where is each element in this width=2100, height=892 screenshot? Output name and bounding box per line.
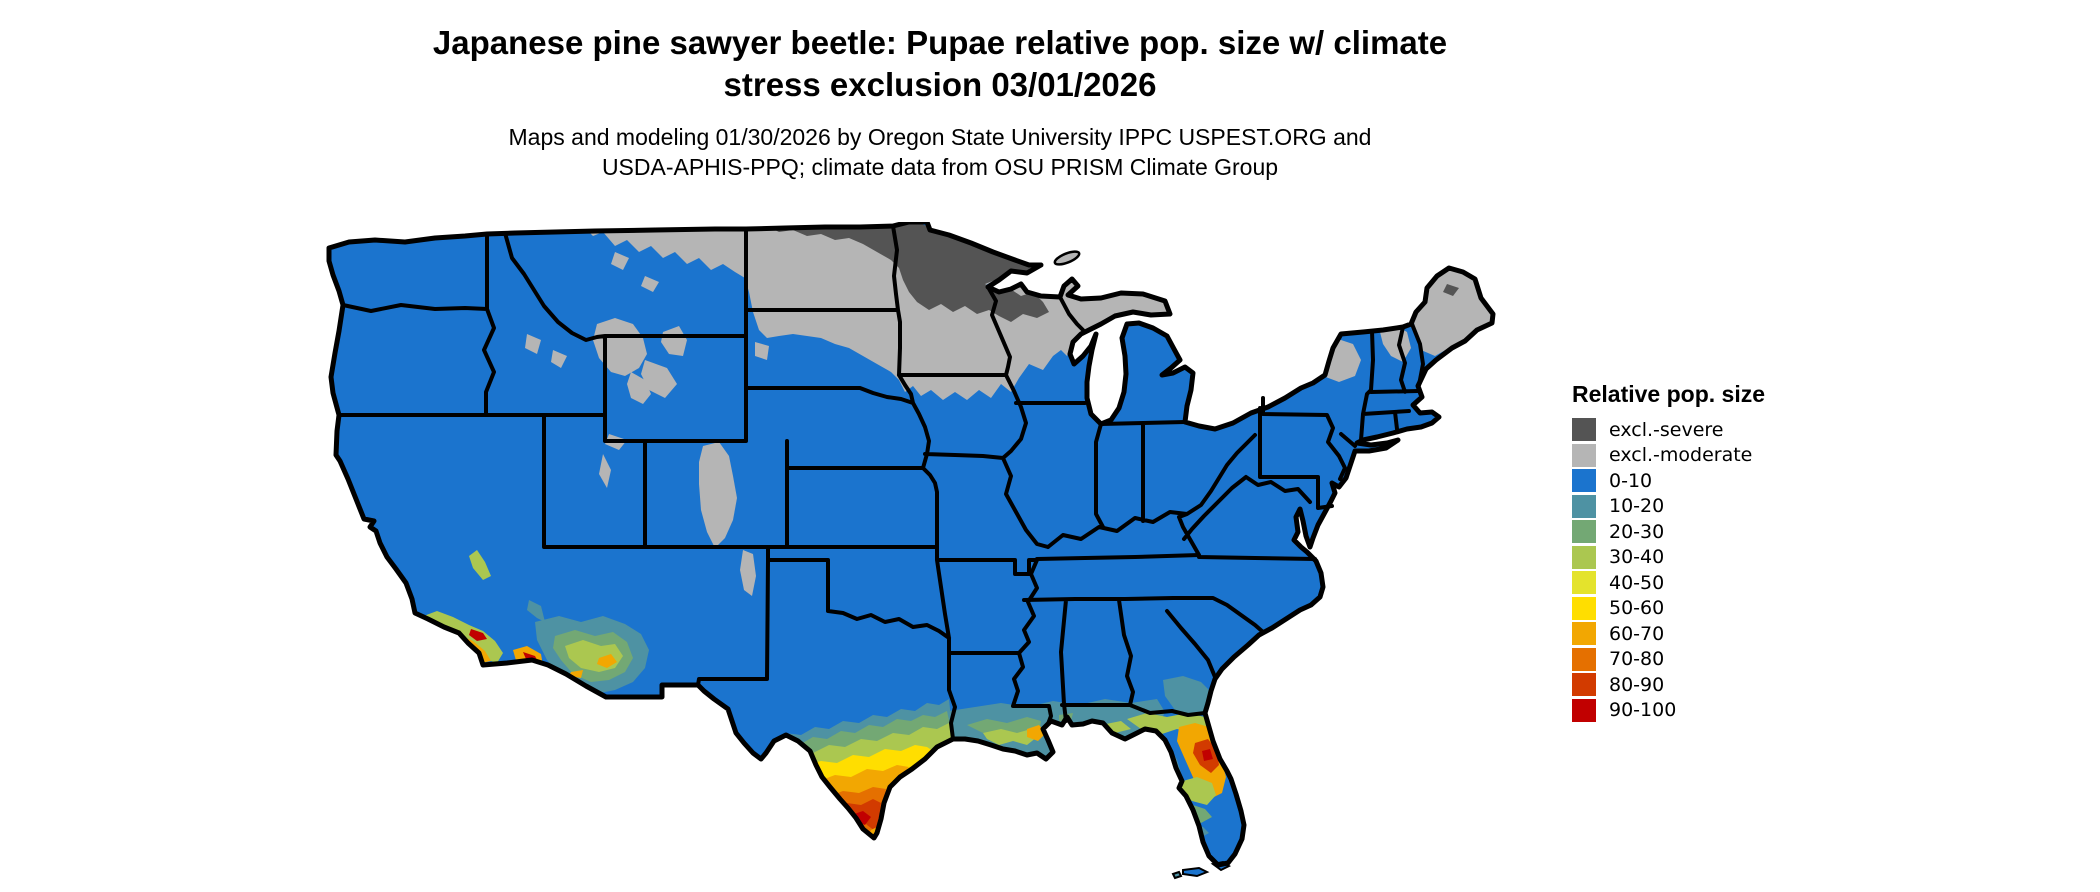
- legend-rows: excl.-severe excl.-moderate 0-10 10-20 20-30…: [1572, 417, 1832, 723]
- map-attribution: Maps and modeling 01/30/2026 by Oregon S…: [508, 124, 1372, 181]
- map-title: Japanese pine sawyer beetle: Pupae relat…: [432, 24, 1448, 104]
- legend-row-b80: 80-90: [1572, 672, 1832, 698]
- legend-row-b70: 70-80: [1572, 647, 1832, 673]
- legend-row-b60: 60-70: [1572, 621, 1832, 647]
- legend-label-b30: 30-40: [1609, 546, 1665, 569]
- isle-royale: [1053, 250, 1081, 266]
- legend-swatch-b90: [1572, 698, 1596, 722]
- us-map: [315, 222, 1567, 880]
- state-borders: [337, 224, 1425, 741]
- legend-label-b20: 20-30: [1609, 520, 1665, 543]
- legend-label-b40: 40-50: [1609, 571, 1665, 594]
- legend-swatch-b80: [1572, 673, 1596, 697]
- legend-row-b30: 30-40: [1572, 545, 1832, 571]
- legend-label-b70: 70-80: [1609, 648, 1665, 671]
- legend-swatch-b20: [1572, 520, 1596, 544]
- map-overlay-gulf-coast: [949, 699, 1165, 759]
- map-overlay-south-texas: [761, 699, 953, 838]
- legend-label-b0: 0-10: [1609, 469, 1653, 492]
- legend-label-b50: 50-60: [1609, 597, 1665, 620]
- legend: Relative pop. size excl.-severe excl.-mod…: [1572, 381, 1832, 723]
- legend-row-b20: 20-30: [1572, 519, 1832, 545]
- legend-label-b60: 60-70: [1609, 622, 1665, 645]
- map-overlay-rockies-moderate: [525, 252, 769, 596]
- legend-swatch-b10: [1572, 494, 1596, 518]
- legend-label-b10: 10-20: [1609, 495, 1665, 518]
- legend-row-mod: excl.-moderate: [1572, 443, 1832, 469]
- legend-swatch-b70: [1572, 647, 1596, 671]
- legend-label-b90: 90-100: [1609, 699, 1677, 722]
- legend-swatch-mod: [1572, 443, 1596, 467]
- legend-label-sev: excl.-severe: [1609, 418, 1724, 441]
- legend-swatch-b0: [1572, 469, 1596, 493]
- map-container: [315, 222, 1567, 892]
- legend-swatch-b60: [1572, 622, 1596, 646]
- legend-swatch-b30: [1572, 545, 1596, 569]
- legend-label-mod: excl.-moderate: [1609, 444, 1753, 467]
- legend-swatch-sev: [1572, 418, 1596, 442]
- legend-row-b0: 0-10: [1572, 468, 1832, 494]
- legend-swatch-b50: [1572, 596, 1596, 620]
- map-overlay-maine-severe-spot: [1443, 284, 1459, 296]
- legend-label-b80: 80-90: [1609, 673, 1665, 696]
- legend-row-b10: 10-20: [1572, 494, 1832, 520]
- legend-row-sev: excl.-severe: [1572, 417, 1832, 443]
- legend-row-b40: 40-50: [1572, 570, 1832, 596]
- legend-row-b50: 50-60: [1572, 596, 1832, 622]
- legend-swatch-b40: [1572, 571, 1596, 595]
- legend-row-b90: 90-100: [1572, 698, 1832, 724]
- legend-title: Relative pop. size: [1572, 381, 1766, 407]
